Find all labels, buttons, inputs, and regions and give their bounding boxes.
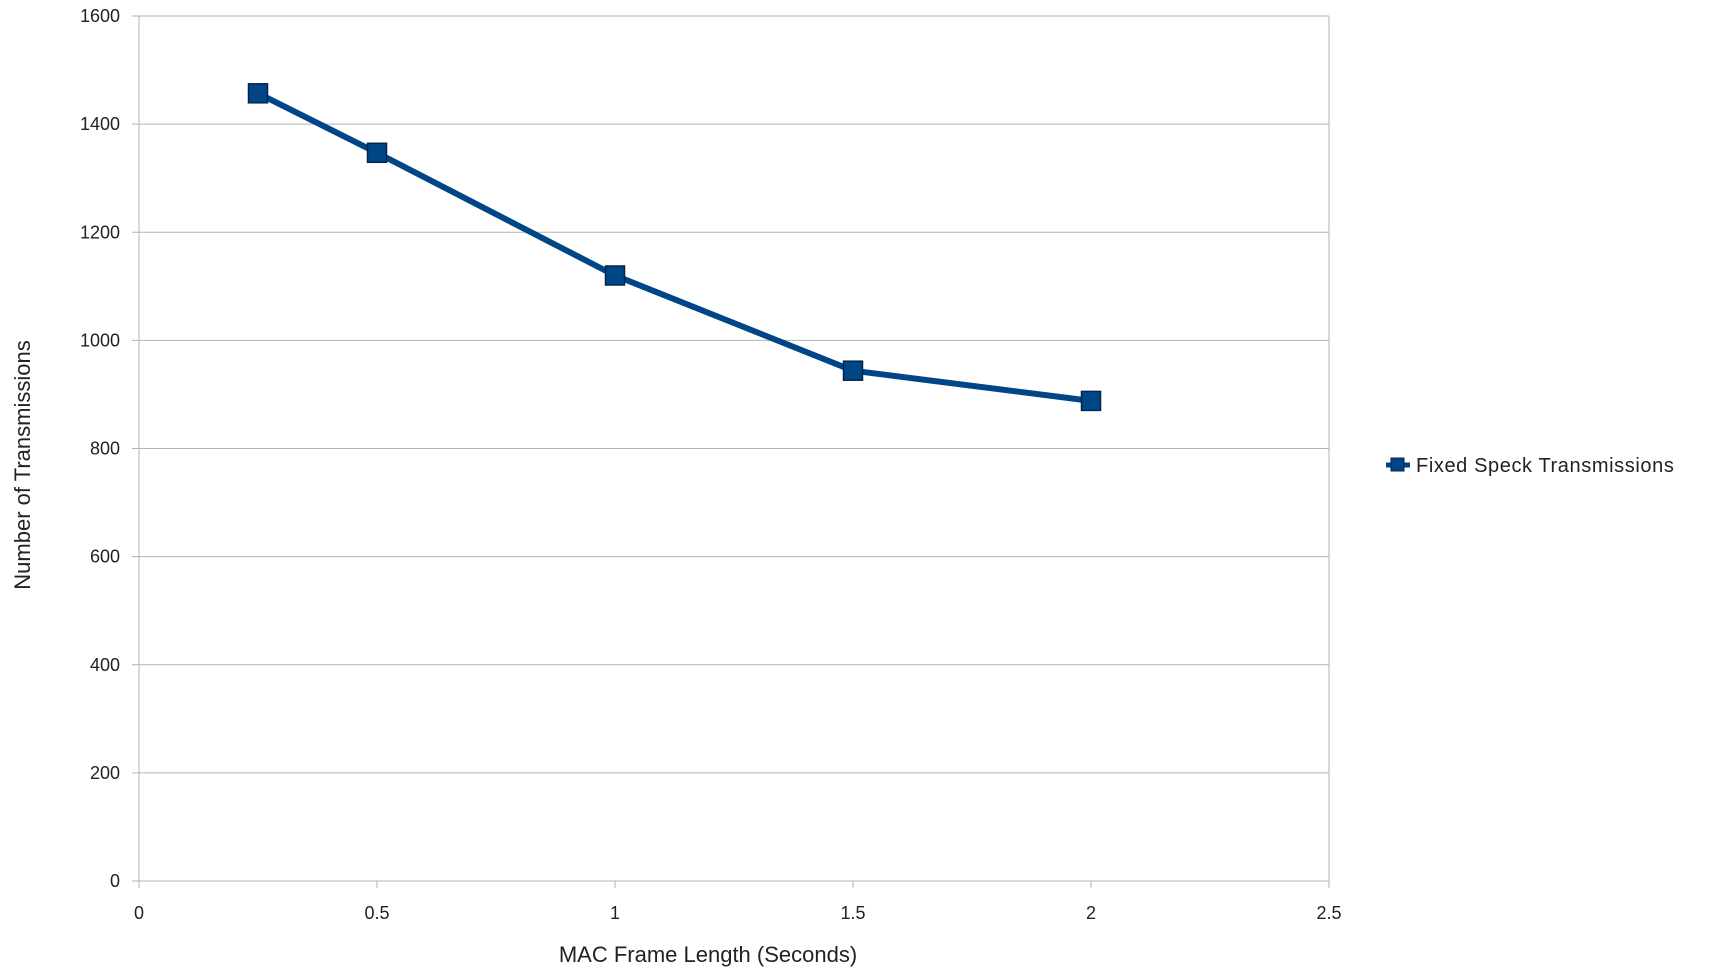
x-axis-ticks: 0 0.5 1 1.5 2 2.5 [134,881,1342,923]
y-tick-label: 200 [90,763,120,783]
data-point-marker [247,83,269,104]
y-tick-label: 600 [90,547,120,567]
data-point-marker [1080,390,1102,412]
gridlines [139,15,1329,882]
y-tick-label: 800 [90,439,120,459]
y-tick-label: 1600 [80,6,120,26]
x-tick-label: 1.5 [840,903,865,923]
legend-label: Fixed Speck Transmissions [1416,455,1674,477]
y-tick-label: 1400 [80,114,120,134]
x-tick-label: 0 [134,903,144,923]
data-point-marker [604,265,626,286]
x-axis-title: MAC Frame Length (Seconds) [559,942,857,967]
y-axis-title: Number of Transmissions [10,340,35,589]
data-point-marker [842,360,864,381]
series-layer [247,83,1102,412]
y-axis-ticks: 0 200 400 600 800 1000 1200 1400 1600 [80,6,139,891]
legend-marker-swatch [1390,457,1405,472]
y-tick-label: 1000 [80,330,120,350]
legend: Fixed Speck Transmissions [1386,455,1674,477]
y-tick-label: 400 [90,655,120,675]
x-tick-label: 0.5 [364,903,389,923]
y-tick-label: 0 [110,871,120,891]
series-line-0 [255,90,1094,404]
x-tick-label: 2.5 [1316,903,1341,923]
data-point-marker [366,142,388,164]
x-tick-label: 1 [610,903,620,923]
y-tick-label: 1200 [80,222,120,242]
x-tick-label: 2 [1086,903,1096,923]
